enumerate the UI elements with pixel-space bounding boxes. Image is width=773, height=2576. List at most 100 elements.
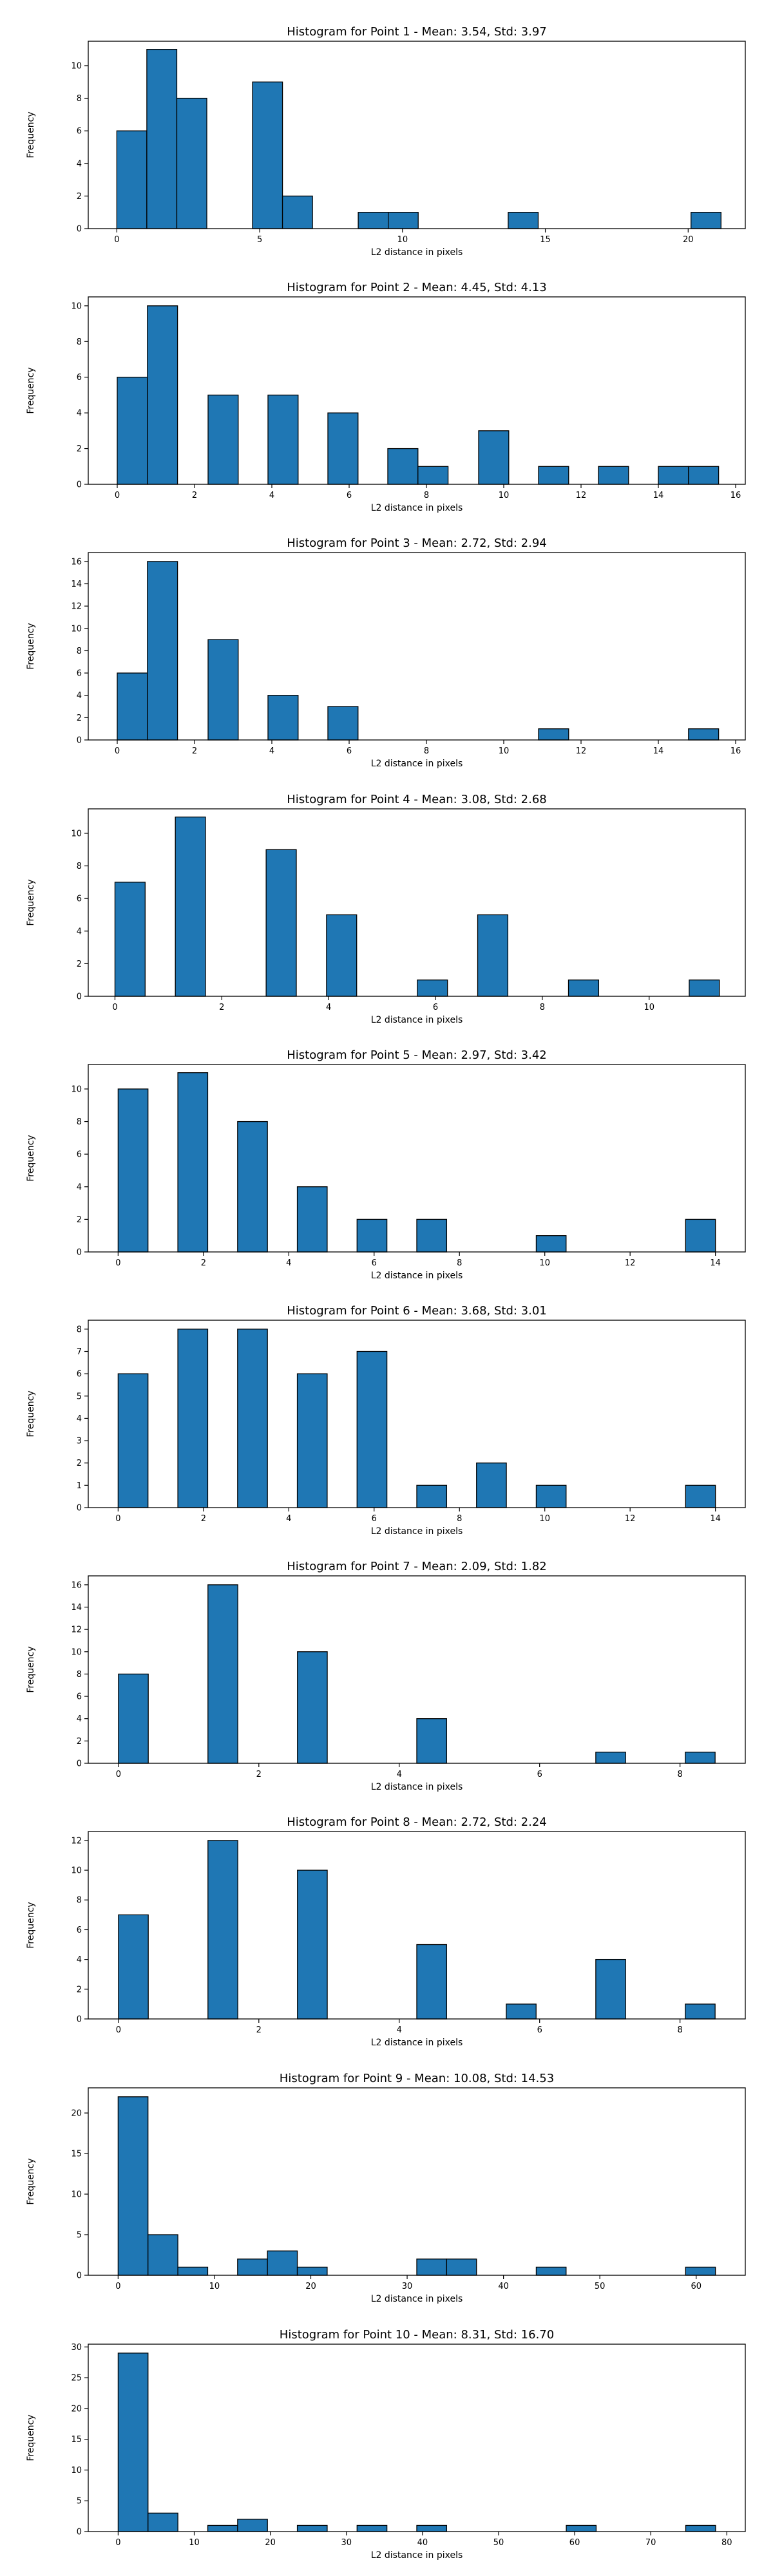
y-tick-label: 5	[77, 1392, 82, 1401]
y-tick-label: 8	[77, 1325, 82, 1334]
y-tick-label: 0	[77, 1759, 82, 1769]
histogram-bar	[387, 448, 419, 485]
y-tick-label: 6	[77, 1926, 82, 1935]
histogram-bar	[252, 81, 283, 229]
y-axis-label: Frequency	[26, 2158, 36, 2204]
y-axis-label: Frequency	[26, 879, 36, 925]
histogram-bar	[538, 466, 569, 485]
x-tick-label: 16	[730, 746, 741, 756]
x-tick-label: 12	[625, 1258, 636, 1268]
y-tick-label: 4	[77, 409, 82, 419]
histogram-bar	[117, 2353, 149, 2532]
y-tick-label: 6	[77, 669, 82, 679]
x-tick-label: 20	[683, 235, 694, 245]
x-tick-label: 6	[347, 746, 352, 756]
histogram-bar	[148, 2512, 178, 2532]
y-tick-label: 7	[77, 1347, 82, 1357]
histogram-bar	[416, 1484, 448, 1508]
x-tick-label: 10	[189, 2538, 200, 2548]
y-axis-label: Frequency	[26, 1646, 36, 1692]
x-axis-label: L2 distance in pixels	[371, 2294, 463, 2304]
y-tick-label: 4	[77, 1182, 82, 1192]
y-tick-label: 0	[77, 480, 82, 490]
histogram-bar	[237, 1121, 268, 1253]
histogram-bar	[478, 430, 510, 485]
histogram-bar	[535, 2266, 567, 2276]
x-tick-label: 8	[540, 1003, 545, 1012]
x-tick-label: 8	[678, 1770, 683, 1779]
x-tick-label: 0	[115, 746, 120, 756]
y-tick-label: 14	[71, 580, 82, 589]
x-tick-label: 2	[201, 1258, 206, 1268]
y-tick-label: 12	[71, 602, 82, 612]
histogram-bar	[566, 2524, 597, 2532]
x-tick-label: 10	[539, 1258, 550, 1268]
x-tick-label: 8	[678, 2025, 683, 2035]
y-tick-label: 4	[77, 1414, 82, 1424]
histogram-bar	[356, 1218, 388, 1253]
histogram-bar	[598, 466, 629, 485]
x-tick-label: 0	[115, 1258, 120, 1268]
x-tick-label: 6	[372, 1514, 377, 1524]
histogram-bar	[691, 212, 721, 229]
y-tick-label: 10	[71, 2190, 82, 2200]
histogram-bar	[267, 695, 299, 741]
histogram-bar	[689, 980, 720, 997]
x-tick-label: 12	[576, 491, 587, 500]
y-axis-label: Frequency	[26, 623, 36, 669]
x-tick-label: 10	[644, 1003, 654, 1012]
histogram-bar	[177, 2266, 209, 2276]
x-tick-label: 4	[286, 1258, 291, 1268]
plot-frame	[88, 552, 746, 741]
histogram-bar	[685, 2003, 716, 2020]
histogram-bar	[177, 1072, 209, 1253]
y-tick-label: 4	[77, 927, 82, 936]
chart-title: Histogram for Point 3 - Mean: 2.72, Std:…	[287, 536, 547, 550]
y-tick-label: 4	[77, 1955, 82, 1965]
histogram-bar	[595, 1752, 626, 1764]
histogram-bar	[237, 1329, 268, 1508]
histogram-bar	[477, 914, 509, 997]
x-axis-label: L2 distance in pixels	[371, 1782, 463, 1792]
histogram-bar	[207, 2524, 238, 2532]
x-tick-label: 4	[397, 2025, 402, 2035]
y-tick-label: 6	[77, 373, 82, 383]
chart-title: Histogram for Point 8 - Mean: 2.72, Std:…	[287, 1815, 547, 1829]
y-tick-label: 8	[77, 862, 82, 871]
y-tick-label: 8	[77, 94, 82, 104]
x-tick-label: 8	[424, 746, 429, 756]
y-tick-label: 8	[77, 647, 82, 656]
x-tick-label: 14	[653, 746, 664, 756]
histogram-bar	[265, 849, 297, 997]
histogram-bar	[658, 466, 689, 485]
histogram-bar	[416, 2524, 448, 2532]
x-axis-label: L2 distance in pixels	[371, 503, 463, 513]
histogram-bar	[267, 2250, 298, 2276]
x-tick-label: 4	[286, 1514, 291, 1524]
x-tick-label: 6	[537, 1770, 542, 1779]
x-tick-label: 80	[721, 2538, 732, 2548]
x-tick-label: 2	[256, 2025, 262, 2035]
histogram-bar	[267, 394, 299, 485]
histogram-bar	[327, 706, 359, 741]
x-tick-label: 10	[499, 491, 510, 500]
y-tick-label: 0	[77, 2271, 82, 2281]
y-tick-label: 10	[71, 61, 82, 71]
histogram-panel-1: Histogram for Point 1 - Mean: 3.54, Std:…	[26, 25, 746, 258]
x-tick-label: 5	[257, 235, 262, 245]
histogram-bar	[117, 1088, 149, 1253]
x-tick-label: 0	[114, 235, 119, 245]
y-axis-label: Frequency	[26, 1902, 36, 1948]
y-axis-label: Frequency	[26, 1135, 36, 1181]
y-tick-label: 1	[77, 1481, 82, 1491]
y-tick-label: 0	[77, 1248, 82, 1258]
x-tick-label: 0	[115, 491, 120, 500]
histogram-bar	[176, 97, 207, 229]
y-tick-label: 0	[77, 1504, 82, 1513]
histogram-bar	[358, 212, 389, 229]
x-tick-label: 14	[710, 1514, 721, 1524]
y-tick-label: 0	[77, 225, 82, 234]
histogram-panel-2: Histogram for Point 2 - Mean: 4.45, Std:…	[26, 281, 746, 513]
histogram-panel-9: Histogram for Point 9 - Mean: 10.08, Std…	[26, 2072, 746, 2304]
